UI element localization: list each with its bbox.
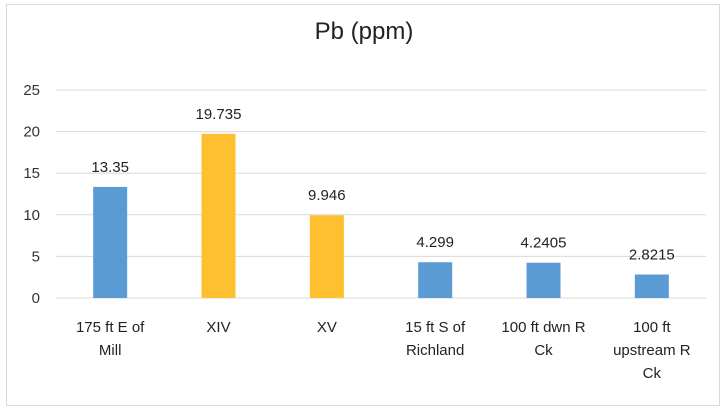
- x-tick-label-line: Richland: [406, 342, 464, 359]
- x-tick-label-line: upstream R: [613, 342, 691, 359]
- x-tick-label: 100 ft upstream R Ck: [613, 319, 691, 382]
- bar-2: [201, 133, 236, 298]
- bar-1: [93, 186, 128, 298]
- x-tick-label: 15 ft S of Richland: [405, 319, 466, 359]
- x-tick-label-line: XIV: [206, 319, 230, 336]
- x-tick-label-line: Mill: [99, 342, 122, 359]
- data-label: 9.946: [308, 187, 346, 204]
- y-tick-label: 10: [23, 207, 40, 224]
- data-label: 13.35: [91, 159, 129, 176]
- x-tick-label-line: 100 ft dwn R: [501, 319, 585, 336]
- data-label: 2.8215: [629, 247, 675, 264]
- x-tick-label-line: 15 ft S of: [405, 319, 466, 336]
- x-tick-label-line: Ck: [643, 365, 662, 382]
- bar-5: [526, 262, 561, 298]
- data-label: 4.299: [416, 234, 454, 251]
- x-tick-label-line: 100 ft: [633, 319, 671, 336]
- x-tick-label: XIV: [206, 319, 230, 336]
- bar-6: [634, 274, 669, 298]
- y-tick-label: 25: [23, 82, 40, 99]
- x-tick-label: 100 ft dwn R Ck: [501, 319, 585, 359]
- y-tick-label: 5: [32, 248, 40, 265]
- data-label: 4.2405: [521, 235, 567, 252]
- y-tick-label: 15: [23, 165, 40, 182]
- y-tick-label: 20: [23, 124, 40, 141]
- y-tick-label: 0: [32, 290, 40, 307]
- x-tick-label: XV: [317, 319, 337, 336]
- x-tick-label-line: XV: [317, 319, 337, 336]
- x-tick-label-line: 175 ft E of: [76, 319, 145, 336]
- bar-4: [418, 262, 453, 298]
- x-tick-label-line: Ck: [534, 342, 553, 359]
- data-label: 19.735: [196, 106, 242, 123]
- bar-3: [309, 215, 344, 298]
- x-tick-label: 175 ft E of Mill: [76, 319, 145, 359]
- chart-title: Pb (ppm): [314, 18, 414, 45]
